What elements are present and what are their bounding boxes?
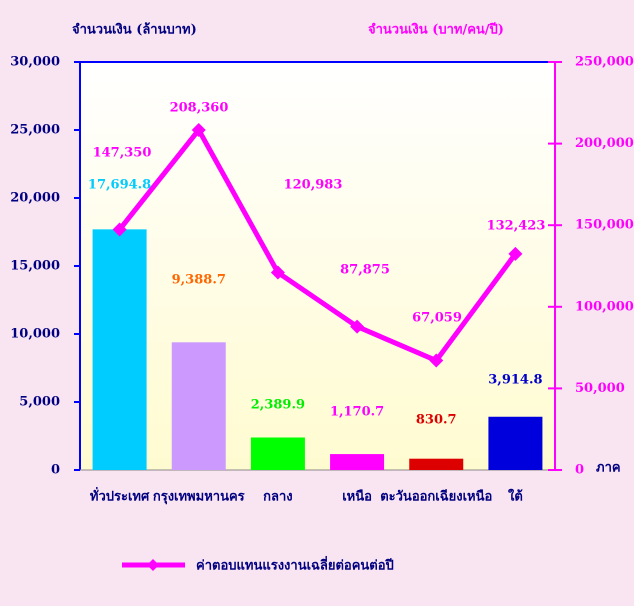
y-tick-label: 15,000 [10,259,60,274]
x-tick-label: เหนือ [342,489,372,505]
line-value-label: 120,983 [284,178,343,193]
y-tick-label: 0 [51,463,60,478]
y-tick-label: 5,000 [19,395,60,410]
x-axis-title: ภาค [596,461,621,476]
bar-value-label: 2,389.9 [251,398,305,413]
line-marker [191,122,206,137]
bar-value-label: 830.7 [416,413,457,428]
y2-tick-label: 50,000 [575,381,625,396]
y-tick-label: 10,000 [10,327,60,342]
line-value-label: 67,059 [412,311,462,326]
y-axis-title: จำนวนเงิน (ล้านบาท) [72,22,197,38]
y2-tick-label: 250,000 [575,55,634,70]
y2-tick-label: 150,000 [575,218,634,233]
y2-tick-label: 0 [575,463,584,478]
line-marker [350,319,365,334]
bar [171,342,226,470]
y2-axis-title: จำนวนเงิน (บาท/คน/ปี) [368,22,504,38]
legend-marker [147,559,159,571]
x-tick-label: กรุงเทพมหานคร [153,490,245,505]
x-tick-label: กลาง [263,490,293,505]
legend-label: ค่าตอบแทนแรงงานเฉลี่ยต่อคนต่อปี [196,556,394,574]
bar [409,458,464,470]
line-marker [429,353,444,368]
x-tick-label: ตะวันออกเฉียงเหนือ [380,489,492,505]
line-value-label: 147,350 [93,146,152,161]
bar-value-label: 17,694.8 [88,178,151,193]
bar [92,229,147,470]
bar-value-label: 3,914.8 [488,373,542,388]
y-tick-label: 30,000 [10,55,60,70]
line-marker [270,265,285,280]
bar-value-label: 9,388.7 [172,273,226,288]
line-value-label: 132,423 [487,219,546,234]
bar [330,454,385,470]
plot-area [80,62,555,470]
line-marker [112,222,127,237]
y2-tick-label: 200,000 [575,136,634,151]
line-value-label: 87,875 [340,263,390,278]
x-tick-label: ทั่วประเทศ [90,487,150,505]
y2-tick-label: 100,000 [575,299,634,314]
y-tick-label: 20,000 [10,191,60,206]
line-value-label: 208,360 [170,101,229,116]
line-marker [508,246,523,261]
bar-value-label: 1,170.7 [330,405,384,420]
y-tick-label: 25,000 [10,123,60,138]
bar [250,437,305,470]
bar [488,416,543,470]
x-tick-label: ใต้ [508,488,523,505]
line [117,125,518,364]
